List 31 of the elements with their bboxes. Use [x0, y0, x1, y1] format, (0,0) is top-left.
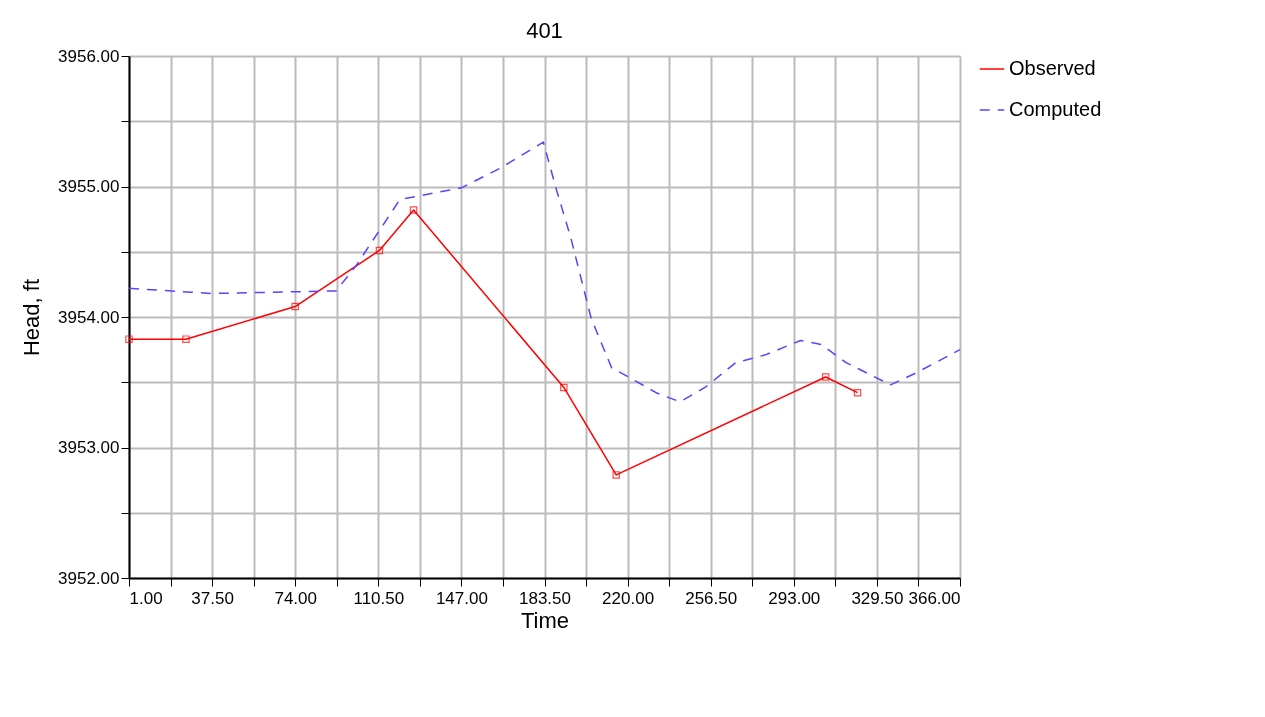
point [821, 373, 830, 381]
x-tick-label: 74.00 [274, 588, 317, 608]
point [612, 471, 620, 479]
point [853, 388, 862, 397]
point [182, 335, 190, 343]
x-tick-label: 293.00 [768, 588, 821, 608]
x-tick-label: 183.50 [519, 588, 571, 608]
chart-title: 401 [526, 18, 563, 43]
legend-label: Observed [1009, 57, 1096, 79]
legend-label: Computed [1009, 98, 1102, 120]
x-axis-title: Time [520, 607, 570, 633]
y-tick-label: 3954.00 [58, 307, 120, 327]
x-tick-label: 1.00 [129, 588, 163, 608]
x-tick-label: 256.50 [685, 588, 738, 608]
y-tick-label: 3956.00 [58, 46, 120, 66]
x-tick-label: 37.50 [191, 588, 234, 608]
x-tick-label: 366.00 [908, 588, 961, 608]
x-tick-label: 147.00 [435, 588, 488, 608]
point [560, 383, 568, 392]
x-tick-label: 220.00 [602, 588, 655, 608]
y-tick-label: 3955.00 [58, 177, 120, 196]
point [291, 302, 299, 311]
x-tick-label: 110.50 [353, 588, 405, 608]
point [125, 335, 133, 343]
line-series [128, 141, 961, 403]
x-tick-label: 329.50 [851, 588, 904, 608]
y-tick-label: 3953.00 [58, 438, 120, 457]
y-tick-label: 3952.00 [58, 568, 120, 588]
point [375, 246, 384, 255]
y-axis-title: Head, ft [19, 278, 45, 357]
point [409, 206, 418, 214]
